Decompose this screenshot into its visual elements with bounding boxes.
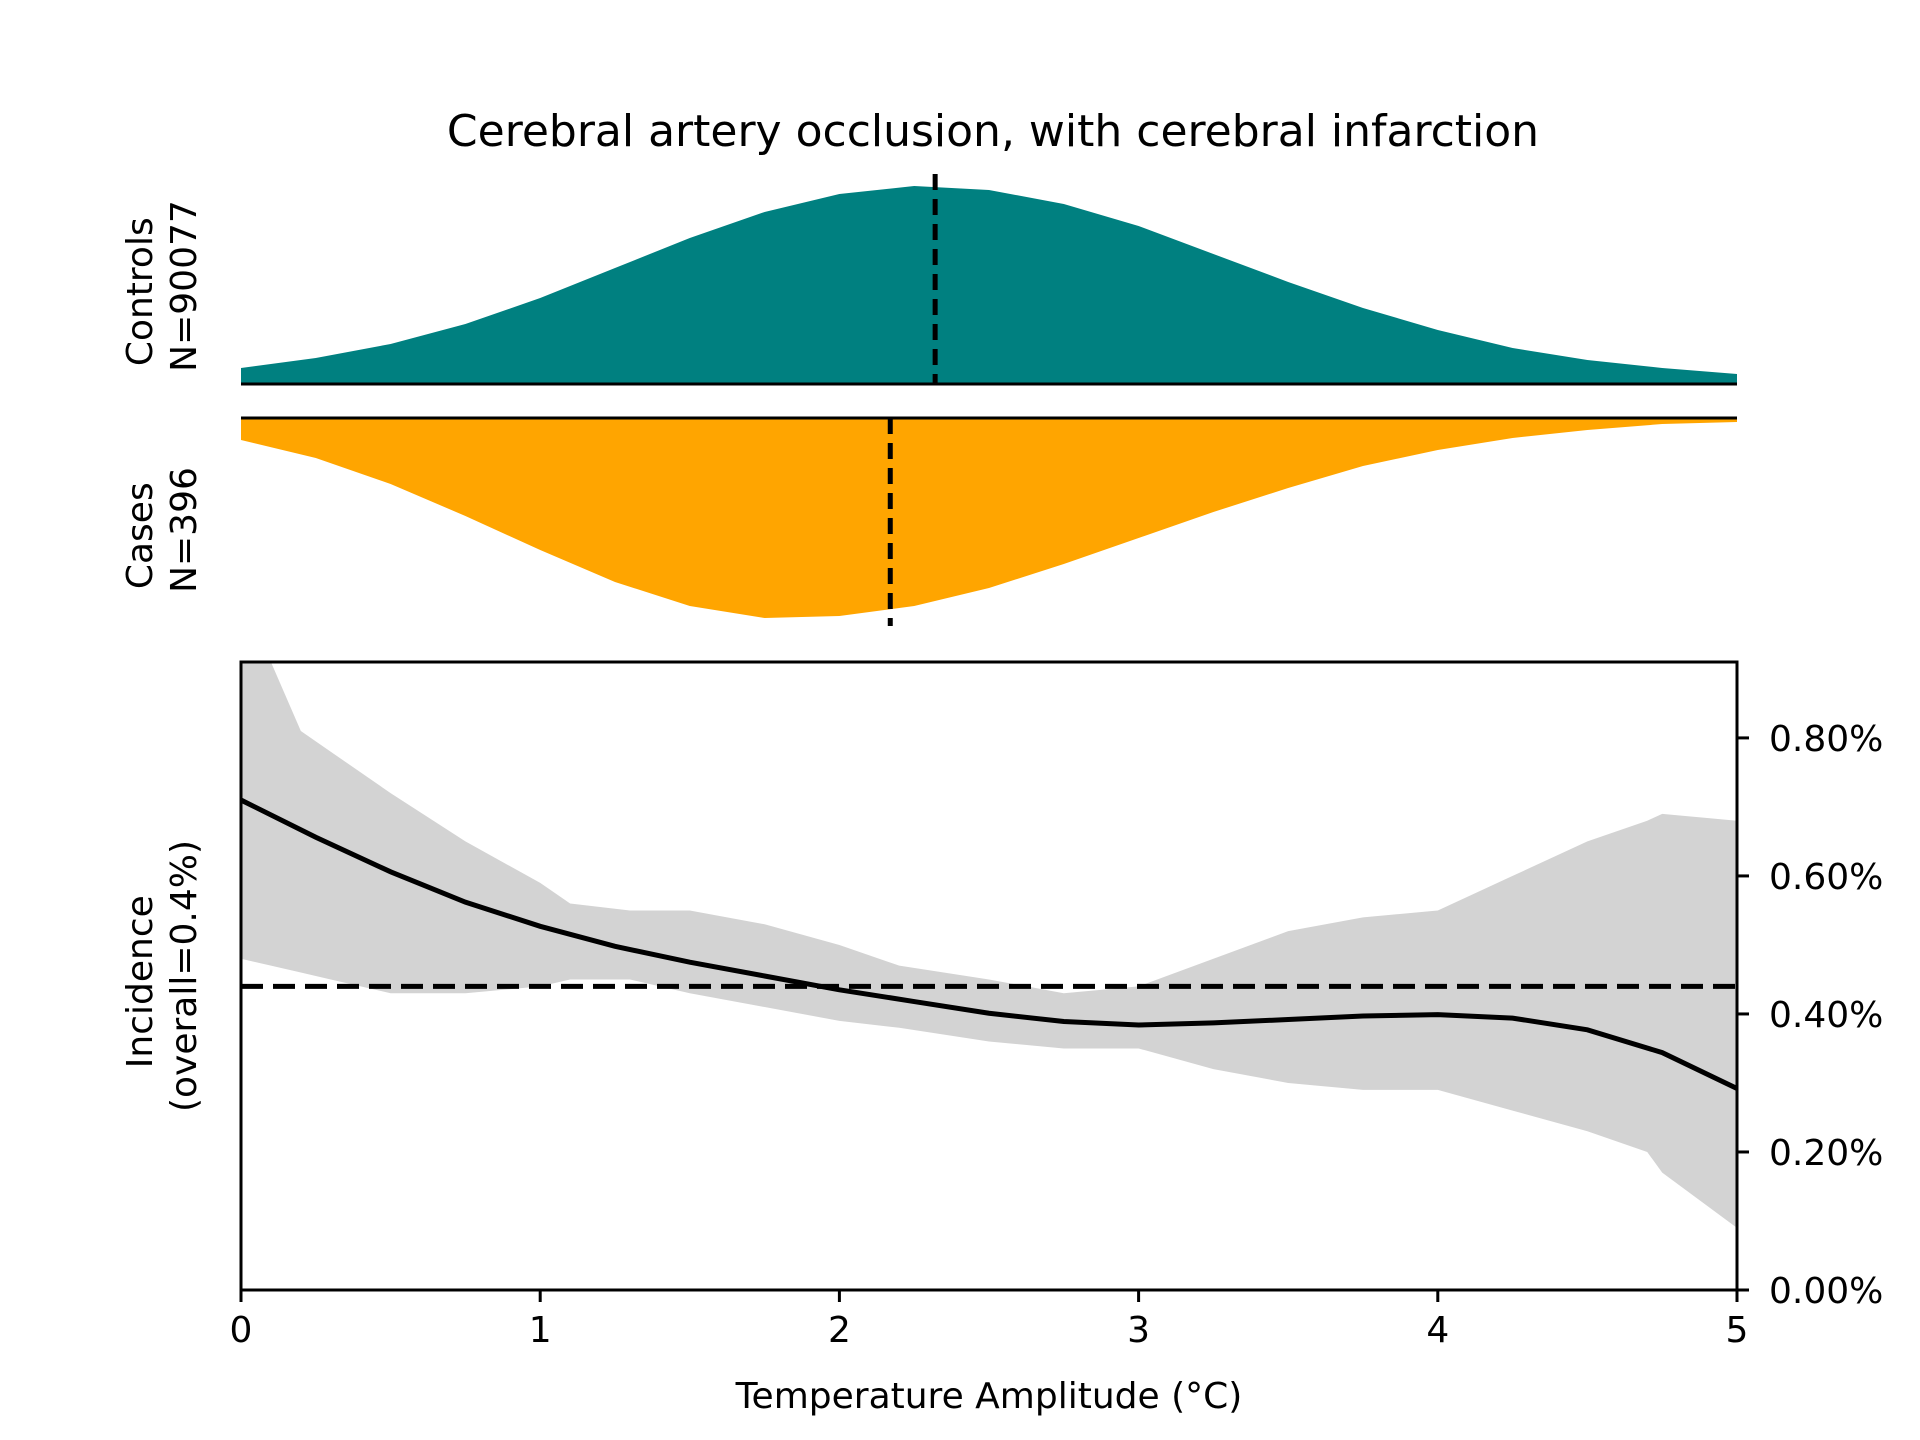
controls-panel: Controls N=90077 (120, 174, 1737, 386)
cases-ylabel: Cases N=396 (120, 467, 205, 593)
cases-ylabel-line-1: Cases (120, 482, 161, 589)
x-tick-label: 2 (828, 1310, 851, 1351)
x-tick-label: 3 (1127, 1310, 1150, 1351)
x-tick-label: 4 (1426, 1310, 1449, 1351)
y-tick-label: 0.20% (1769, 1133, 1883, 1174)
incidence-panel: 0 1 2 3 4 5 0.00% 0.20% 0.40% 0.60% 0.80% Tempera… (120, 660, 1883, 1417)
y-tick-label: 0.00% (1769, 1271, 1883, 1312)
cases-density-area (241, 418, 1737, 618)
controls-ylabel-line-2: N=90077 (164, 200, 205, 372)
controls-ylabel-line-1: Controls (120, 217, 161, 366)
x-axis-ticks: 0 1 2 3 4 5 (230, 1290, 1749, 1351)
y-tick-label: 0.60% (1769, 857, 1883, 898)
controls-density-area (241, 186, 1737, 384)
x-axis-label: Temperature Amplitude (°C) (735, 1376, 1243, 1417)
incidence-ylabel-line-1: Incidence (120, 895, 161, 1068)
incidence-line (241, 797, 1737, 1091)
controls-ylabel: Controls N=90077 (120, 200, 205, 372)
incidence-ylabel-line-2: (overall=0.4%) (164, 840, 205, 1112)
cases-panel: Cases N=396 (120, 416, 1737, 626)
incidence-axes-frame (239, 660, 1739, 1292)
x-tick-label: 5 (1726, 1310, 1749, 1351)
x-tick-label: 1 (529, 1310, 552, 1351)
y-tick-label: 0.80% (1769, 719, 1883, 760)
y-axis-ticks: 0.00% 0.20% 0.40% 0.60% 0.80% (1737, 719, 1883, 1312)
cases-ylabel-line-2: N=396 (164, 467, 205, 593)
chart-title: Cerebral artery occlusion, with cerebral… (447, 106, 1539, 157)
y-tick-label: 0.40% (1769, 995, 1883, 1036)
x-tick-label: 0 (230, 1310, 253, 1351)
incidence-confidence-band (241, 662, 1737, 1228)
incidence-ylabel: Incidence (overall=0.4%) (120, 840, 205, 1112)
